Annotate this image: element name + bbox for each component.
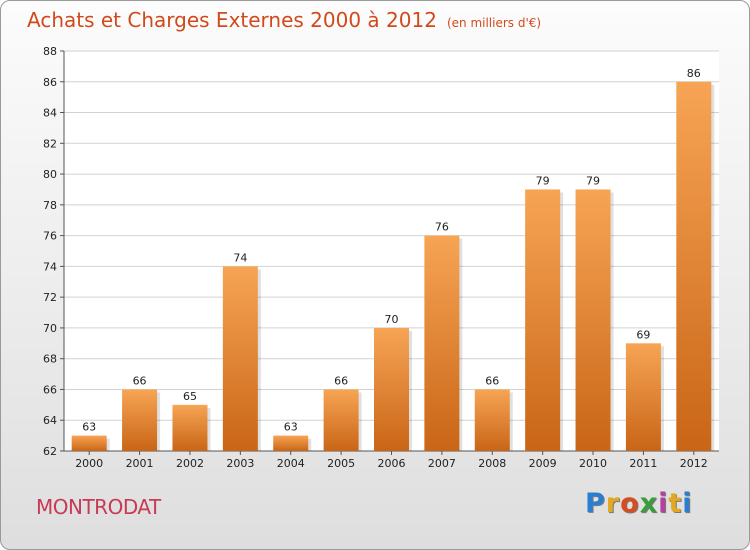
bar <box>71 435 107 451</box>
x-tick-label: 2005 <box>327 457 355 470</box>
bar-value-label: 79 <box>586 174 600 187</box>
x-tick-label: 2004 <box>277 457 305 470</box>
x-tick-label: 2008 <box>478 457 506 470</box>
y-tick-label: 88 <box>43 45 57 58</box>
y-tick-label: 84 <box>43 107 57 120</box>
y-tick-label: 70 <box>43 322 57 335</box>
x-tick-label: 2012 <box>680 457 708 470</box>
bar <box>525 189 561 451</box>
logo-letter: t <box>668 488 683 519</box>
x-tick-label: 2009 <box>529 457 557 470</box>
y-tick-label: 80 <box>43 168 57 181</box>
bar <box>424 235 460 451</box>
y-tick-label: 86 <box>43 76 57 89</box>
logo-letter: o <box>620 488 640 519</box>
x-tick-label: 2011 <box>629 457 657 470</box>
logo-letter: r <box>605 488 621 519</box>
bar <box>575 189 611 451</box>
chart-unit-label: (en milliers d'€) <box>446 16 542 30</box>
bar <box>273 435 309 451</box>
x-tick-label: 2000 <box>75 457 103 470</box>
bar-value-label: 86 <box>687 67 701 80</box>
logo-letter: x <box>639 488 659 519</box>
bar <box>222 266 258 451</box>
bar-value-label: 76 <box>435 221 449 234</box>
x-tick-label: 2003 <box>226 457 254 470</box>
logo-letter: i <box>658 488 669 519</box>
bar-value-label: 66 <box>133 374 147 387</box>
bar-value-label: 79 <box>536 174 550 187</box>
y-tick-label: 78 <box>43 199 57 212</box>
chart-title: Achats et Charges Externes 2000 à 2012 (e… <box>27 8 541 32</box>
bar-value-label: 63 <box>82 421 96 434</box>
bar-value-label: 74 <box>233 251 247 264</box>
chart-title-text: Achats et Charges Externes 2000 à 2012 <box>27 8 437 32</box>
y-tick-label: 64 <box>43 414 57 427</box>
x-tick-label: 2001 <box>126 457 154 470</box>
x-tick-label: 2007 <box>428 457 456 470</box>
bar-value-label: 65 <box>183 390 197 403</box>
y-tick-label: 68 <box>43 353 57 366</box>
logo-letter: i <box>682 488 693 519</box>
bar-value-label: 66 <box>485 374 499 387</box>
y-tick-label: 82 <box>43 137 57 150</box>
x-tick-label: 2006 <box>378 457 406 470</box>
y-tick-label: 72 <box>43 291 57 304</box>
bar-value-label: 66 <box>334 374 348 387</box>
x-tick-label: 2010 <box>579 457 607 470</box>
bar <box>676 81 712 452</box>
x-tick-label: 2002 <box>176 457 204 470</box>
logo-letter: P <box>585 488 606 519</box>
bar <box>474 389 510 451</box>
proxiti-logo: Proxiti <box>585 488 693 519</box>
bar <box>374 327 409 451</box>
y-tick-label: 76 <box>43 230 57 243</box>
bar <box>625 343 661 451</box>
bar <box>172 404 208 451</box>
y-tick-label: 74 <box>43 260 57 273</box>
bar-value-label: 69 <box>636 328 650 341</box>
bar-value-label: 63 <box>284 421 298 434</box>
bar-value-label: 70 <box>385 313 399 326</box>
y-tick-label: 62 <box>43 445 57 458</box>
bar <box>323 389 359 451</box>
y-tick-label: 66 <box>43 383 57 396</box>
commune-name: MONTRODAT <box>36 495 161 519</box>
bar <box>122 389 158 451</box>
